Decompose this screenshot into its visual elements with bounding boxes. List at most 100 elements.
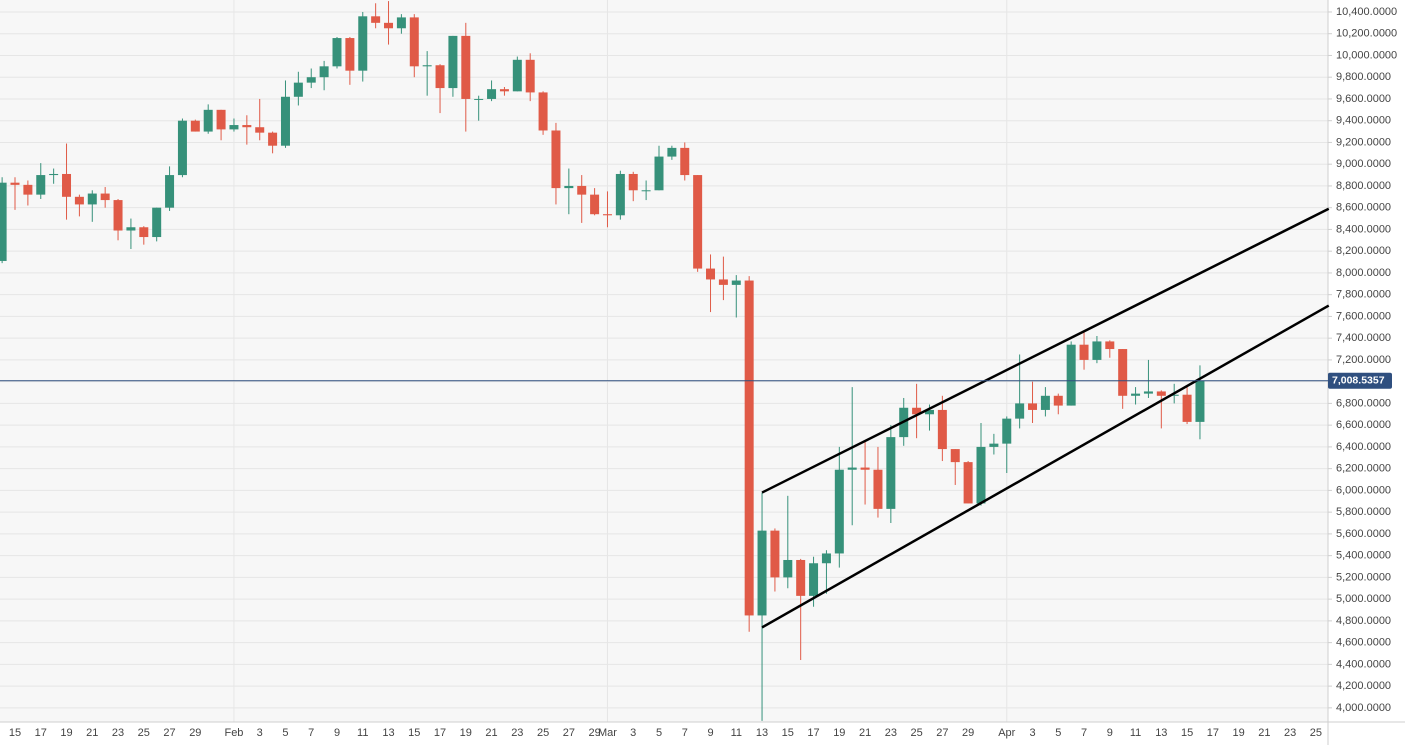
candle-body bbox=[1131, 393, 1141, 396]
y-tick-label: 8,600.0000 bbox=[1336, 202, 1391, 214]
x-tick-label: 17 bbox=[35, 727, 47, 739]
last-price-box bbox=[1328, 372, 1392, 389]
x-tick-label: 5 bbox=[282, 727, 288, 739]
y-tick-label: 9,600.0000 bbox=[1336, 93, 1391, 105]
trend-line bbox=[761, 207, 1330, 494]
y-tick-label: 5,600.0000 bbox=[1336, 528, 1391, 540]
x-tick-label: 7 bbox=[682, 727, 688, 739]
candle-body bbox=[744, 280, 754, 616]
x-tick-label: 11 bbox=[357, 727, 368, 739]
candle-body bbox=[280, 96, 290, 146]
y-tick-label: 4,800.0000 bbox=[1336, 615, 1391, 627]
y-tick-label: 10,400.0000 bbox=[1336, 6, 1397, 18]
candle-body bbox=[654, 156, 664, 191]
candle-body bbox=[937, 409, 947, 450]
candle-body bbox=[564, 185, 574, 189]
candle-body bbox=[345, 38, 355, 71]
x-tick-label: 21 bbox=[1258, 727, 1270, 739]
x-tick-label: Mar bbox=[598, 727, 617, 739]
y-tick-label: 6,400.0000 bbox=[1336, 441, 1391, 453]
candle-body bbox=[873, 469, 883, 509]
candle-body bbox=[602, 214, 612, 216]
candle-body bbox=[1040, 395, 1050, 410]
candle-body bbox=[1169, 394, 1179, 396]
x-tick-label: 29 bbox=[588, 727, 600, 739]
y-tick-label: 8,400.0000 bbox=[1336, 223, 1391, 235]
candle-body bbox=[87, 193, 97, 205]
candle-body bbox=[1066, 344, 1076, 406]
y-tick-label: 9,200.0000 bbox=[1336, 136, 1391, 148]
candle-body bbox=[1143, 391, 1153, 394]
candle-body bbox=[667, 147, 677, 157]
y-tick-label: 9,000.0000 bbox=[1336, 158, 1391, 170]
candle-body bbox=[487, 89, 497, 99]
candle-body bbox=[203, 109, 213, 132]
y-tick-label: 9,800.0000 bbox=[1336, 71, 1391, 83]
candle-body bbox=[886, 437, 896, 509]
candle-body bbox=[628, 173, 638, 191]
candle-body bbox=[177, 120, 187, 176]
y-tick-label: 5,000.0000 bbox=[1336, 593, 1391, 605]
x-tick-label: 15 bbox=[9, 727, 21, 739]
candle-body bbox=[912, 407, 922, 415]
candle-body bbox=[590, 194, 600, 215]
candle-body bbox=[23, 184, 33, 195]
x-tick-label: 3 bbox=[257, 727, 263, 739]
x-tick-label: 23 bbox=[112, 727, 124, 739]
candle-body bbox=[448, 35, 458, 89]
x-tick-label: 29 bbox=[962, 727, 974, 739]
candle-body bbox=[461, 35, 471, 99]
candle-body bbox=[731, 280, 741, 285]
candle-body bbox=[435, 65, 445, 89]
x-tick-label: 19 bbox=[460, 727, 472, 739]
candle-body bbox=[1028, 403, 1038, 410]
candle-body bbox=[1079, 344, 1089, 360]
candle-body bbox=[126, 227, 136, 231]
x-tick-label: 29 bbox=[189, 727, 201, 739]
x-tick-label: 25 bbox=[537, 727, 549, 739]
y-tick-label: 8,000.0000 bbox=[1336, 267, 1391, 279]
candle-body bbox=[371, 16, 381, 23]
y-tick-label: 7,200.0000 bbox=[1336, 354, 1391, 366]
candle-body bbox=[680, 147, 690, 176]
x-tick-label: 25 bbox=[1310, 727, 1322, 739]
candle-body bbox=[499, 89, 509, 92]
x-tick-label: 9 bbox=[707, 727, 713, 739]
candle-body bbox=[1105, 341, 1115, 350]
candle-body bbox=[924, 409, 934, 415]
x-tick-label: 21 bbox=[485, 727, 497, 739]
candle-body bbox=[255, 127, 265, 133]
y-tick-label: 10,000.0000 bbox=[1336, 49, 1397, 61]
candle-body bbox=[641, 190, 651, 192]
last-price-label: 7,008.5357 bbox=[1332, 375, 1385, 387]
y-tick-label: 5,800.0000 bbox=[1336, 506, 1391, 518]
candle-body bbox=[860, 467, 870, 470]
x-tick-label: 17 bbox=[434, 727, 446, 739]
x-tick-label: 19 bbox=[60, 727, 72, 739]
candle-body bbox=[384, 22, 394, 29]
x-tick-label: 25 bbox=[138, 727, 150, 739]
y-tick-label: 4,400.0000 bbox=[1336, 658, 1391, 670]
x-tick-label: 15 bbox=[1181, 727, 1193, 739]
x-tick-label: 21 bbox=[859, 727, 871, 739]
x-tick-label: 25 bbox=[910, 727, 922, 739]
x-tick-label: 3 bbox=[1029, 727, 1035, 739]
candle-body bbox=[693, 175, 703, 269]
candle-body bbox=[796, 559, 806, 596]
candle-body bbox=[319, 66, 329, 78]
candle-body bbox=[1092, 341, 1102, 360]
candle-body bbox=[49, 173, 59, 176]
x-tick-label: 9 bbox=[1107, 727, 1113, 739]
candle-body bbox=[963, 462, 973, 504]
x-tick-label: Feb bbox=[224, 727, 243, 739]
x-tick-label: 19 bbox=[833, 727, 845, 739]
candle-body bbox=[512, 59, 522, 92]
candle-body bbox=[1182, 394, 1192, 422]
x-tick-label: 15 bbox=[408, 727, 420, 739]
plot-background bbox=[0, 0, 1328, 722]
candle-body bbox=[577, 185, 587, 195]
y-tick-label: 9,400.0000 bbox=[1336, 115, 1391, 127]
x-tick-label: Apr bbox=[998, 727, 1015, 739]
candle-body bbox=[783, 559, 793, 578]
